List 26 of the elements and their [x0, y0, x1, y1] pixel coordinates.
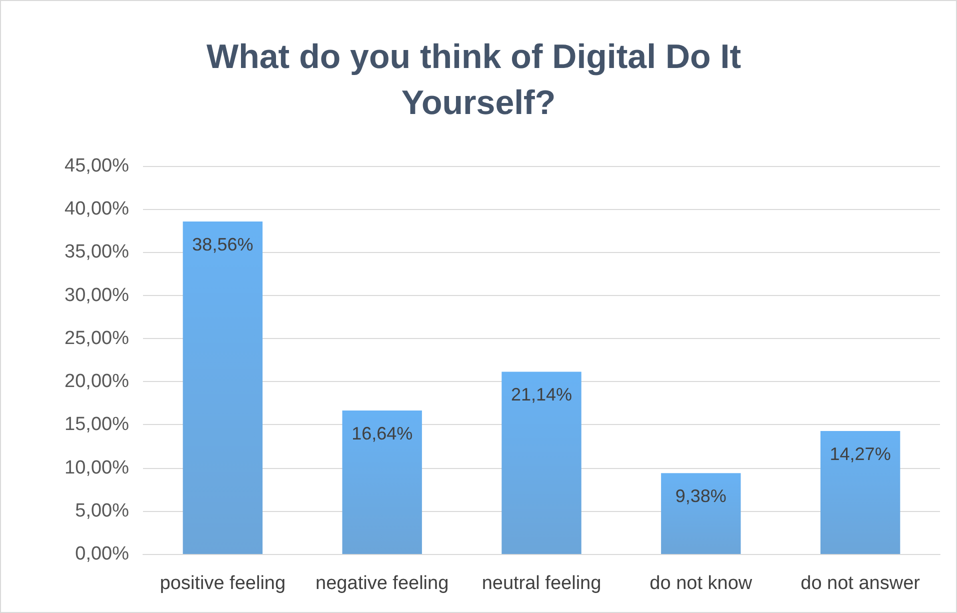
bar — [661, 473, 741, 554]
y-tick-label: 20,00% — [64, 371, 130, 392]
data-label: 38,56% — [192, 234, 254, 255]
y-tick-label: 10,00% — [64, 457, 130, 478]
x-tick-label: do not know — [650, 573, 752, 594]
data-label: 16,64% — [352, 424, 413, 444]
chart-title: What do you think of Digital Do It Yourself? — [206, 38, 750, 122]
data-label: 14,27% — [830, 444, 891, 464]
y-tick-label: 15,00% — [64, 414, 130, 436]
y-tick-label: 25,00% — [64, 328, 130, 349]
data-label: 9,38% — [675, 486, 726, 506]
bar — [342, 410, 422, 554]
y-tick-label: 5,00% — [75, 500, 130, 522]
x-tick-label: do not answer — [800, 573, 921, 594]
x-tick-label: positive feeling — [160, 573, 286, 594]
bar — [820, 430, 900, 554]
y-tick-label: 45,00% — [64, 156, 130, 176]
bar — [502, 372, 582, 554]
x-tick-label: negative feeling — [316, 573, 449, 594]
y-tick-label: 30,00% — [64, 284, 130, 306]
y-tick-label: 0,00% — [75, 544, 130, 564]
data-label: 21,14% — [510, 384, 572, 405]
y-tick-label: 35,00% — [64, 242, 130, 263]
x-tick-label: neutral feeling — [482, 573, 602, 594]
y-tick-label: 40,00% — [64, 198, 130, 220]
bar — [182, 222, 263, 554]
